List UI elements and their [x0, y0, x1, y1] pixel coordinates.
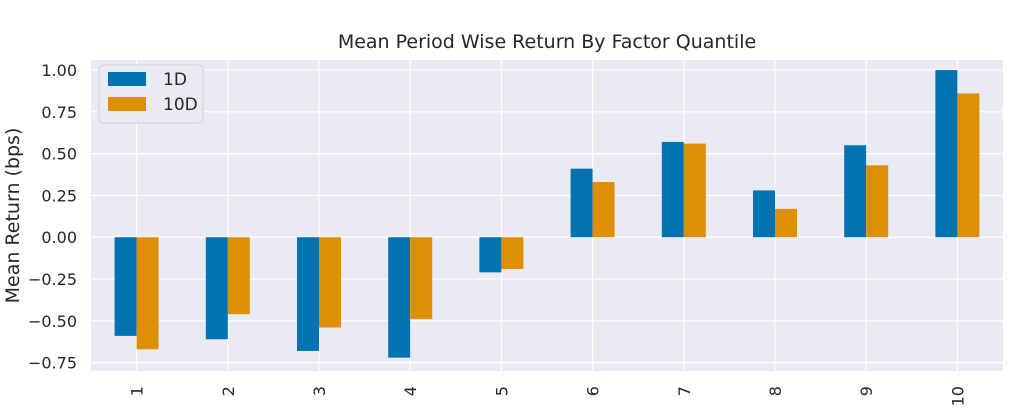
- bar-1d-q4: [388, 237, 411, 358]
- x-tick-label: 2: [219, 386, 238, 396]
- y-tick-label: 1.00: [41, 61, 77, 80]
- x-tick-label: 3: [310, 386, 329, 396]
- x-tick-label: 1: [128, 386, 147, 396]
- legend-label-1d: 1D: [163, 70, 187, 90]
- bar-10d-q5: [501, 237, 524, 270]
- bar-10d-q6: [592, 182, 615, 238]
- bar-1d-q5: [479, 237, 502, 273]
- legend-swatch-1d: [108, 72, 146, 86]
- y-tick-label: −0.50: [28, 312, 77, 331]
- y-axis-label: Mean Return (bps): [2, 128, 24, 304]
- y-tick-label: 0.25: [41, 186, 77, 205]
- bar-10d-q4: [410, 237, 433, 320]
- legend: 1D 10D: [98, 64, 204, 124]
- bar-1d-q1: [114, 237, 137, 336]
- bar-1d-q10: [935, 70, 958, 238]
- bar-1d-q8: [753, 190, 775, 238]
- bar-1d-q2: [205, 237, 228, 340]
- y-tick-label: −0.25: [28, 270, 77, 289]
- legend-swatch-10d: [108, 97, 146, 111]
- legend-label-10d: 10D: [163, 95, 198, 115]
- bar-10d-q9: [866, 165, 889, 238]
- bar-10d-q3: [319, 237, 341, 328]
- x-tick-label: 9: [857, 386, 876, 396]
- x-tick-label: 8: [766, 386, 785, 396]
- x-tick-label: 5: [492, 386, 511, 396]
- x-tick-label: 6: [584, 386, 603, 396]
- bars: [114, 70, 980, 358]
- bar-10d-q7: [683, 143, 706, 238]
- x-axis-ticks: 1 2 3 4 5 6 7 8 9 10: [128, 386, 968, 406]
- bar-10d-q8: [775, 208, 797, 238]
- x-tick-label: 7: [675, 386, 694, 396]
- bar-1d-q9: [844, 145, 867, 238]
- y-tick-label: 0.00: [41, 228, 77, 247]
- y-tick-label: −0.75: [28, 354, 77, 373]
- y-tick-label: 0.50: [41, 145, 77, 164]
- y-tick-label: 0.75: [41, 103, 77, 122]
- bar-1d-q3: [297, 237, 319, 351]
- bar-10d-q2: [227, 237, 250, 315]
- y-axis-ticks: 1.00 0.75 0.50 0.25 0.00 −0.25 −0.50 −0.75: [28, 61, 77, 373]
- x-tick-label: 4: [401, 386, 420, 396]
- bar-10d-q10: [957, 93, 980, 238]
- bar-10d-q1: [136, 237, 159, 350]
- x-tick-label: 10: [948, 386, 967, 406]
- chart-title: Mean Period Wise Return By Factor Quanti…: [338, 31, 756, 53]
- bar-1d-q7: [661, 141, 684, 238]
- bar-1d-q6: [570, 168, 593, 238]
